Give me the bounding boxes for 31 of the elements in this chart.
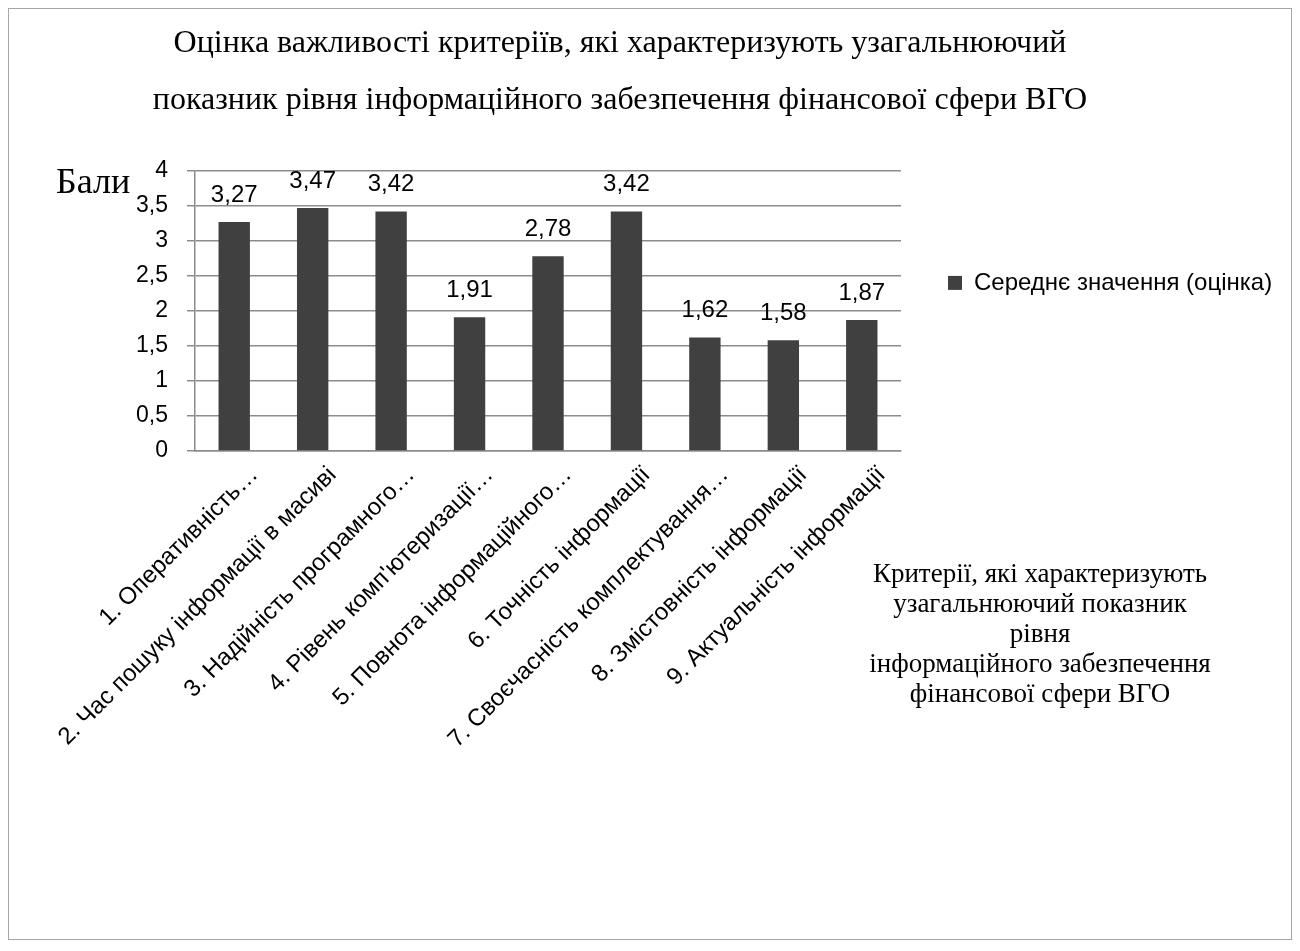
y-tick-label: 0 (155, 436, 168, 463)
y-tick-label: 0,5 (136, 401, 168, 428)
bar (453, 317, 486, 451)
data-label: 1,91 (446, 274, 493, 302)
y-tick-label: 2,5 (136, 261, 168, 288)
bar (532, 256, 564, 451)
data-label: 3,42 (367, 169, 415, 197)
bar (610, 211, 643, 451)
y-tick-label: 2 (155, 296, 168, 323)
bar (689, 337, 721, 451)
data-label: 1,62 (681, 295, 729, 323)
chart-title: Оцінка важливості критеріїв, які характеризують узагальнюючий показник рівня інформаційного забезпечення фінансової сфери ВГО (151, 22, 1089, 118)
bar (375, 211, 407, 451)
bar (218, 221, 250, 451)
data-label: 3,42 (603, 169, 650, 197)
data-label: 3,47 (289, 165, 337, 193)
data-label: 1,87 (838, 277, 886, 305)
y-tick-label: 3 (155, 226, 168, 253)
data-label: 1,58 (759, 297, 807, 325)
y-tick-label: 1 (155, 366, 168, 393)
y-tick-label: 4 (155, 156, 169, 183)
bar (296, 207, 329, 451)
bar (767, 340, 800, 451)
y-tick-label: 1,5 (136, 331, 168, 358)
y-axis-title: Бали (56, 161, 131, 201)
x-axis-title: Критерії, які характеризують узагальнюючий показник рівня інформаційного забезпечення фінансової сфери ВГО (869, 558, 1212, 708)
data-label: 2,78 (524, 213, 572, 241)
data-label: 3,27 (210, 179, 258, 207)
bar (846, 320, 878, 451)
legend-label: Середнє значення (оцінка) (974, 267, 1273, 295)
y-tick-label: 3,5 (136, 191, 168, 218)
